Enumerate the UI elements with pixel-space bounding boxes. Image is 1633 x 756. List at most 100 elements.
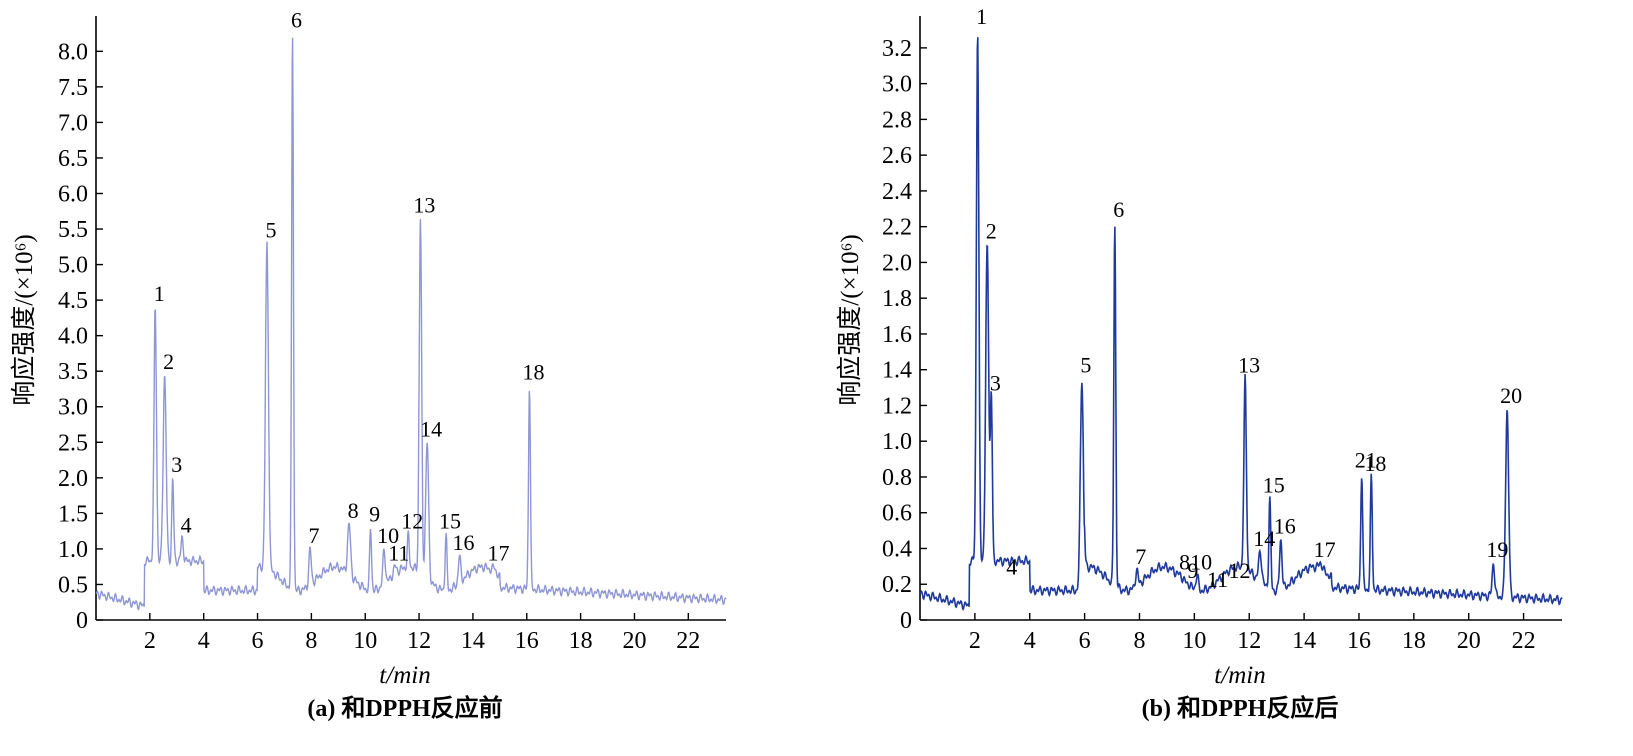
peak-label: 14: [1253, 526, 1275, 551]
x-tick-label: 22: [1512, 628, 1536, 654]
x-tick-label: 22: [676, 628, 700, 654]
peak-label: 18: [522, 359, 544, 384]
x-tick-label: 16: [1347, 628, 1371, 654]
x-tick-label: 14: [461, 628, 485, 654]
y-tick-label: 7.5: [58, 75, 88, 101]
peak-label: 14: [420, 416, 442, 441]
peak-label: 3: [171, 452, 182, 477]
peak-label: 11: [1207, 567, 1228, 592]
y-tick-label: 2.0: [882, 250, 912, 276]
y-tick-label: 2.6: [882, 143, 912, 169]
panel-b-after-dpph: 0 0.2 0.4 0.6 0.8 1.0 1.2 1.4 1.6 1.8 2.0 2.2 2.4 2.6…: [836, 4, 1563, 722]
x-tick-label: 20: [622, 628, 646, 654]
peak-label: 2: [986, 219, 997, 244]
peak-label: 13: [1238, 353, 1260, 378]
peak-label: 1: [976, 4, 987, 29]
peak-label: 8: [1179, 549, 1190, 574]
x-tick-label: 6: [1079, 628, 1091, 654]
y-tick-label: 0.4: [882, 536, 912, 562]
peak-label: 5: [1080, 353, 1091, 378]
panel-a-x-axis-title: t/min: [379, 662, 430, 689]
peak-label: 17: [1314, 537, 1336, 562]
x-tick-label: 6: [252, 628, 264, 654]
y-tick-label: 1.5: [58, 501, 88, 527]
y-tick-label: 1.0: [58, 537, 88, 563]
y-tick-label: 2.5: [58, 430, 88, 456]
peak-label: 7: [309, 523, 320, 548]
peak-label: 6: [1113, 197, 1124, 222]
x-tick-label: 10: [353, 628, 377, 654]
y-tick-label: 3.2: [882, 36, 912, 62]
y-tick-label: 2.8: [882, 107, 912, 133]
y-tick-label: 1.6: [882, 322, 912, 348]
peak-label: 15: [439, 509, 461, 534]
x-tick-label: 8: [305, 628, 317, 654]
y-tick-label: 6.5: [58, 146, 88, 172]
y-tick-label: 4.5: [58, 288, 88, 314]
x-tick-label: 18: [1402, 628, 1426, 654]
panel-a-before-dpph: 0 0.5 1.0 1.5 2.0 2.5 3.0 3.5 4.0 4.5 5.0 5.5 6.0 6.5…: [10, 8, 727, 722]
x-tick-label: 4: [198, 628, 210, 654]
x-tick-label: 2: [969, 628, 981, 654]
peak-label: 1: [154, 281, 165, 306]
x-tick-label: 10: [1182, 628, 1206, 654]
y-tick-label: 3.0: [882, 72, 912, 98]
panel-b-y-ticks: 0 0.2 0.4 0.6 0.8 1.0 1.2 1.4 1.6 1.8 2.0 2.2 2.4 2.6…: [882, 36, 927, 634]
peak-label: 20: [1500, 383, 1522, 408]
peak-label: 16: [1274, 514, 1296, 539]
peak-label: 8: [348, 498, 359, 523]
peak-label: 12: [401, 509, 423, 534]
x-tick-label: 8: [1133, 628, 1145, 654]
peak-label: 9: [1187, 558, 1198, 583]
peak-label: 11: [388, 541, 409, 566]
peak-label: 4: [1006, 555, 1017, 580]
y-tick-label: 7.0: [58, 110, 88, 136]
y-tick-label: 0: [76, 608, 88, 634]
y-tick-label: 0: [900, 608, 912, 634]
y-tick-label: 3.0: [58, 395, 88, 421]
y-tick-label: 6.0: [58, 181, 88, 207]
peak-label: 19: [1486, 537, 1508, 562]
y-tick-label: 1.0: [882, 429, 912, 455]
panel-a-y-axis-title: 响应强度/(×10⁶): [10, 234, 38, 405]
y-tick-label: 0.2: [882, 572, 912, 598]
panel-b-y-axis-title: 响应强度/(×10⁶): [836, 234, 864, 405]
y-tick-label: 0.5: [58, 572, 88, 598]
peak-label: 15: [1263, 472, 1285, 497]
y-tick-label: 1.2: [882, 393, 912, 419]
peak-label: 21: [1355, 447, 1377, 472]
panel-b-chromatogram-trace: [919, 37, 1563, 612]
y-tick-label: 3.5: [58, 359, 88, 385]
panel-a-chromatogram-trace: [95, 37, 727, 611]
peak-label: 13: [413, 192, 435, 217]
y-tick-label: 2.2: [882, 215, 912, 241]
panel-b-x-axis-title: t/min: [1214, 662, 1265, 689]
x-tick-label: 16: [515, 628, 539, 654]
x-tick-label: 4: [1024, 628, 1036, 654]
x-tick-label: 12: [407, 628, 431, 654]
y-tick-label: 0.6: [882, 501, 912, 527]
peak-label: 10: [377, 523, 399, 548]
peak-label: 9: [369, 502, 380, 527]
peak-label: 12: [1229, 558, 1251, 583]
peak-label: 6: [291, 8, 302, 33]
y-tick-label: 5.5: [58, 217, 88, 243]
x-tick-label: 12: [1237, 628, 1261, 654]
y-tick-label: 2.0: [58, 466, 88, 492]
x-tick-label: 18: [569, 628, 593, 654]
panel-a-caption: (a) 和DPPH反应前: [307, 694, 502, 722]
panel-a-y-ticks: 0 0.5 1.0 1.5 2.0 2.5 3.0 3.5 4.0 4.5 5.0 5.5 6.0 6.5…: [58, 39, 103, 634]
y-tick-label: 1.8: [882, 286, 912, 312]
x-tick-label: 20: [1457, 628, 1481, 654]
panel-a-x-ticks: 2 4 6 8 10 12 14 16 18 20 22: [144, 613, 700, 654]
peak-label: 18: [1364, 451, 1386, 476]
y-tick-label: 8.0: [58, 39, 88, 65]
panel-b-x-ticks: 2 4 6 8 10 12 14 16 18 20 22: [969, 613, 1536, 654]
peak-label: 3: [990, 371, 1001, 396]
panel-b-caption: (b) 和DPPH反应后: [1142, 694, 1339, 722]
peak-label: 4: [181, 512, 192, 537]
x-tick-label: 14: [1292, 628, 1316, 654]
